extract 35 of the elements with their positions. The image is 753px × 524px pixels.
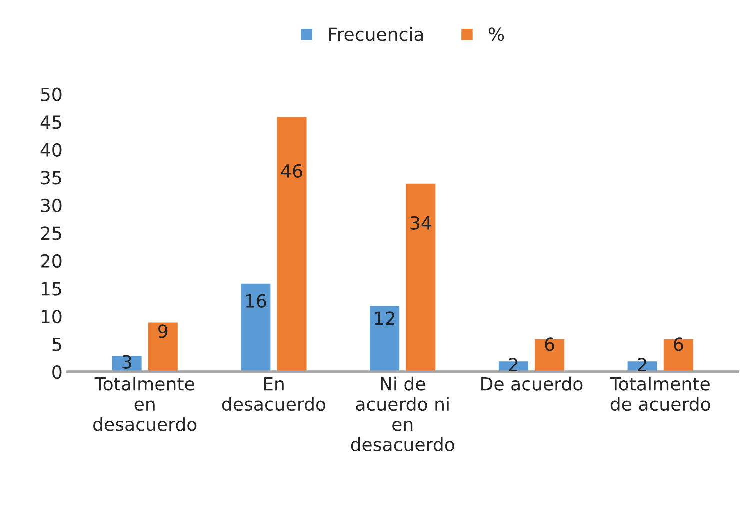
y-tick-label: 20	[41, 254, 62, 268]
bar	[534, 338, 566, 372]
y-tick-label: 45	[40, 116, 62, 130]
x-tick-label: De acuerdo	[482, 376, 583, 391]
data-label: 3	[122, 355, 132, 369]
bar	[662, 338, 695, 372]
data-label: 2	[638, 358, 647, 372]
y-tick-label: 50	[41, 88, 62, 102]
data-label: 6	[545, 338, 554, 352]
y-tick-label: 40	[40, 143, 62, 157]
data-label: 46	[281, 164, 302, 178]
legend-label: Frecuencia	[329, 27, 424, 42]
data-label: 16	[246, 294, 266, 308]
bar	[146, 321, 180, 372]
y-tick-label: 25	[41, 226, 62, 240]
y-tick-label: 10	[42, 310, 62, 324]
data-label: 9	[158, 324, 168, 338]
bar	[240, 282, 272, 372]
y-tick-label: 30	[41, 198, 62, 213]
y-tick-label: 5	[52, 338, 62, 352]
data-label: 6	[674, 338, 684, 352]
bar	[404, 182, 438, 372]
y-tick-label: 35	[41, 171, 62, 185]
y-tick-label: 15	[42, 282, 62, 296]
legend-label: %	[488, 28, 504, 42]
x-tick-label: Totalmente de acuerdo	[610, 376, 710, 412]
data-label: 2	[509, 358, 518, 372]
bar	[368, 304, 401, 372]
x-tick-label: Ni de acuerdo ni en desacuerdo	[351, 376, 454, 452]
x-tick-label: En desacuerdo	[222, 377, 326, 412]
data-label: 12	[375, 312, 394, 326]
x-tick-label: Totalmente en desacuerdo	[94, 376, 197, 432]
data-label: 34	[410, 216, 432, 230]
y-tick-label: 0	[52, 366, 62, 380]
bar	[276, 116, 308, 372]
